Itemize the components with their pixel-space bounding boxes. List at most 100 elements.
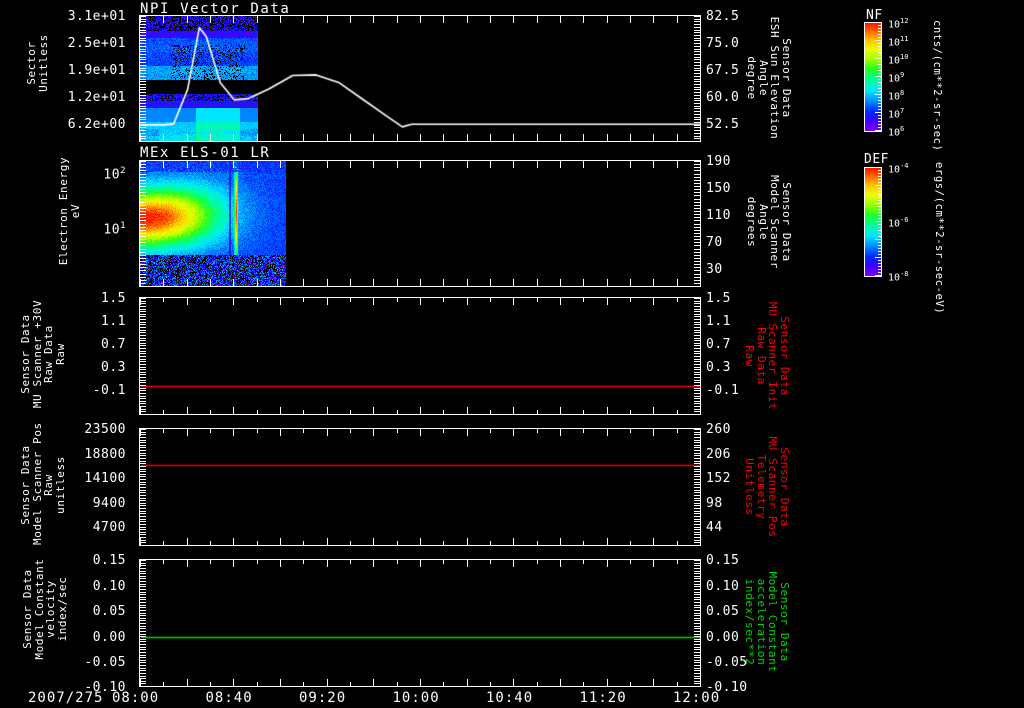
- axis-tick-minor: [140, 322, 146, 323]
- axis-tick-minor: [140, 21, 146, 22]
- axis-tick-minor: [140, 545, 146, 546]
- axis-tick: [700, 429, 701, 436]
- axis-tick-minor: [140, 398, 146, 399]
- axis-tick-minor: [694, 106, 700, 107]
- axis-tick: [140, 279, 141, 286]
- axis-tick-minor: [140, 458, 146, 459]
- axis-tick-minor: [140, 592, 146, 593]
- axis-tick-minor: [694, 450, 700, 451]
- axis-tick-minor: [140, 301, 146, 302]
- axis-tick-minor: [694, 73, 700, 74]
- axis-tick-minor: [694, 377, 700, 378]
- axis-tick-minor: [140, 106, 146, 107]
- axis-tick-minor: [140, 43, 146, 44]
- axis-tick-minor: [140, 589, 146, 590]
- axis-tick-minor: [694, 500, 700, 501]
- axis-tick-minor: [210, 541, 211, 545]
- axis-tick-minor: [694, 406, 700, 407]
- axis-tick-minor: [694, 511, 700, 512]
- axis-tick-minor: [140, 631, 146, 632]
- axis-tick-minor: [490, 560, 491, 564]
- axis-tick: [257, 279, 258, 286]
- axis-tick-minor: [694, 108, 700, 109]
- colorbar-tick: [878, 106, 882, 107]
- axis-tick-minor: [694, 19, 700, 20]
- axis-tick-minor: [140, 356, 146, 357]
- axis-tick-minor: [694, 103, 700, 104]
- axis-tick-minor: [694, 16, 700, 17]
- axis-tick-minor: [694, 57, 700, 58]
- colorbar-tick: [878, 91, 882, 92]
- colorbar-tick: [875, 94, 882, 95]
- panel-1-plot-area[interactable]: [139, 15, 701, 142]
- colorbar-tick: [878, 124, 882, 125]
- axis-tick-minor: [694, 599, 700, 600]
- axis-tick-minor: [694, 678, 700, 679]
- axis-tick-minor: [694, 440, 700, 441]
- axis-tick: [373, 679, 374, 686]
- axis-tick-minor: [583, 560, 584, 564]
- axis-tick-minor: [140, 380, 146, 381]
- axis-tick-minor: [694, 180, 700, 181]
- colorbar-tick: [878, 191, 882, 192]
- axis-tick-minor: [140, 202, 146, 203]
- panel-4-line-series: [140, 429, 700, 545]
- axis-tick-minor: [583, 429, 584, 433]
- axis-tick-minor: [140, 450, 146, 451]
- axis-tick-minor: [140, 361, 146, 362]
- axis-tick-minor: [694, 43, 700, 44]
- axis-tick-minor: [140, 161, 146, 162]
- colorbar-tick-label-2: 1010: [888, 53, 909, 67]
- axis-tick-minor: [140, 217, 146, 218]
- axis-tick: [583, 279, 584, 286]
- axis-tick-minor: [140, 429, 146, 430]
- axis-tick: [607, 279, 608, 286]
- axis-tick-minor: [694, 463, 700, 464]
- axis-tick-minor: [694, 476, 700, 477]
- panel-5-plot-area[interactable]: [139, 559, 701, 687]
- axis-tick-minor: [694, 283, 700, 284]
- colorbar-tick: [878, 248, 882, 249]
- xaxis-tick-0: 08:00: [112, 690, 160, 706]
- axis-tick-minor: [140, 686, 146, 687]
- panel-4-plot-area[interactable]: [139, 428, 701, 546]
- axis-tick-minor: [140, 447, 146, 448]
- axis-tick-minor: [694, 95, 700, 96]
- panel-4-rtick-4: 44: [706, 520, 723, 535]
- colorbar-tick: [878, 37, 882, 38]
- axis-tick: [327, 279, 328, 286]
- axis-tick-minor: [140, 670, 146, 671]
- axis-tick: [560, 279, 561, 286]
- axis-tick-minor: [140, 665, 146, 666]
- axis-tick-minor: [694, 589, 700, 590]
- axis-tick: [537, 161, 538, 168]
- colorbar-tick: [878, 218, 882, 219]
- axis-tick-minor: [694, 208, 700, 209]
- axis-tick-minor: [694, 683, 700, 684]
- axis-tick-minor: [140, 487, 146, 488]
- axis-tick-minor: [694, 519, 700, 520]
- panel-2-plot-area[interactable]: [139, 160, 701, 287]
- colorbar-tick: [878, 46, 882, 47]
- axis-tick: [327, 679, 328, 686]
- axis-tick-minor: [140, 618, 146, 619]
- axis-tick-minor: [140, 602, 146, 603]
- axis-tick-minor: [677, 429, 678, 433]
- axis-tick-minor: [140, 340, 146, 341]
- axis-tick-minor: [350, 541, 351, 545]
- panel-3-line-series: [140, 298, 700, 414]
- axis-tick-minor: [140, 324, 146, 325]
- axis-tick-minor: [140, 177, 146, 178]
- axis-tick: [513, 161, 514, 168]
- axis-tick: [443, 16, 444, 23]
- axis-tick-minor: [694, 610, 700, 611]
- axis-tick-minor: [140, 319, 146, 320]
- axis-tick-minor: [140, 388, 146, 389]
- axis-tick-minor: [140, 24, 146, 25]
- axis-tick-minor: [694, 565, 700, 566]
- axis-tick-minor: [583, 298, 584, 302]
- axis-tick-minor: [140, 359, 146, 360]
- axis-tick-minor: [694, 542, 700, 543]
- panel-3-plot-area[interactable]: [139, 297, 701, 415]
- axis-tick-minor: [140, 122, 146, 123]
